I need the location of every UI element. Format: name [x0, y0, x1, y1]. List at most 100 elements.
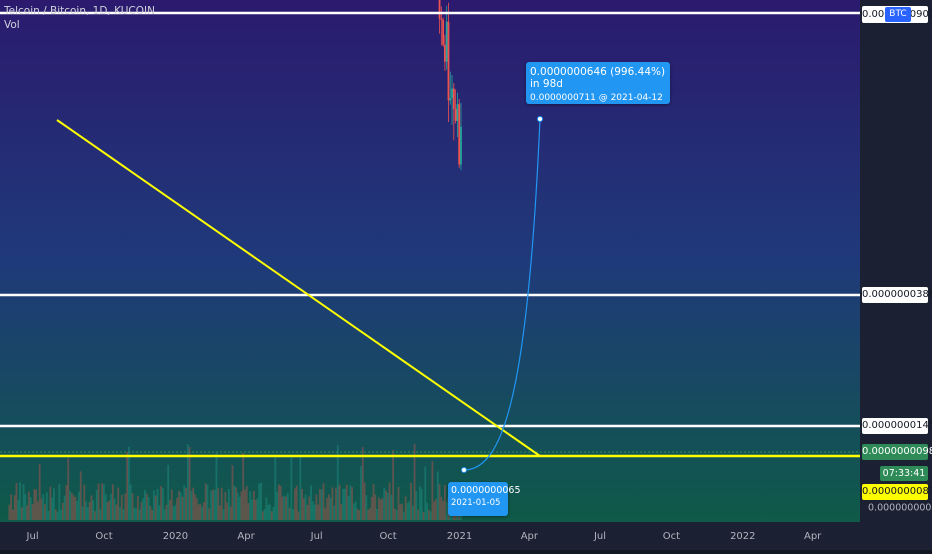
volume-bar: [131, 493, 134, 520]
volume-bar: [156, 489, 159, 520]
projection-end-dot[interactable]: [537, 116, 543, 122]
volume-bar: [236, 492, 239, 520]
volume-bar: [60, 509, 62, 520]
projection-start-dot[interactable]: [461, 467, 467, 473]
volume-bar: [277, 484, 280, 520]
projection-tooltip[interactable]: 0.0000000646 (996.44%) in 98d 0.00000007…: [526, 62, 670, 104]
volume-bar: [33, 489, 36, 520]
volume-bar: [53, 488, 55, 520]
volume-bar: [351, 487, 353, 520]
volume-bar: [233, 485, 236, 520]
volume-bar: [390, 494, 393, 520]
volume-bar: [69, 490, 71, 520]
plot-background: [0, 0, 860, 522]
volume-bar: [360, 465, 362, 520]
volume-bar: [104, 494, 107, 520]
volume-bar: [245, 486, 248, 520]
volume-bar: [270, 511, 273, 520]
volume-bar: [76, 500, 79, 520]
volume-bar: [106, 501, 109, 520]
volume-bar: [394, 508, 396, 520]
volume-bar: [340, 504, 343, 520]
volume-bar: [145, 493, 148, 520]
time-axis: Jul Oct 2020 Apr Jul Oct 2021 Apr Jul Oct 2022 Apr: [26, 531, 823, 542]
volume-bar: [235, 487, 237, 520]
volume-bar: [258, 483, 261, 520]
volume-bar: [367, 509, 370, 520]
candle-body: [445, 21, 448, 62]
volume-bar: [383, 487, 386, 520]
volume-bar: [149, 505, 152, 520]
volume-bar: [35, 489, 37, 520]
volume-bar: [402, 511, 405, 520]
volume-bar: [276, 491, 278, 520]
candle-body: [456, 104, 459, 121]
volume-bar: [170, 489, 173, 520]
volume-bar: [101, 483, 104, 520]
projection-curve[interactable]: [463, 118, 541, 471]
volume-bar: [331, 487, 334, 520]
volume-bar: [260, 482, 262, 520]
volume-bar: [147, 497, 150, 520]
candle-body: [444, 44, 446, 62]
volume-bar: [281, 496, 284, 520]
volume-bar: [267, 504, 270, 520]
volume-bar: [374, 494, 377, 520]
volume-bar: [420, 488, 423, 520]
volume-bar: [79, 471, 82, 520]
volume-bar: [377, 497, 380, 520]
volume-bar: [103, 484, 105, 520]
volume-bar: [290, 457, 293, 520]
volume-bar: [56, 511, 59, 520]
volume-bar: [24, 493, 27, 520]
x-tick-label: Apr: [804, 531, 822, 542]
volume-bar: [411, 505, 414, 520]
volume-bar: [47, 510, 50, 520]
volume-label: Vol: [4, 19, 20, 31]
volume-bar: [240, 491, 243, 520]
volume-bar: [190, 490, 193, 520]
volume-bar: [176, 497, 179, 520]
volume-bar: [11, 509, 14, 520]
volume-bar: [292, 508, 295, 520]
volume-bars: [8, 443, 462, 520]
start-tooltip[interactable]: 0.0000000065 2021-01-05: [448, 482, 521, 516]
volume-bar: [238, 496, 241, 520]
volume-bar: [19, 482, 21, 520]
trendline[interactable]: [56, 119, 541, 457]
volume-bar: [192, 487, 195, 520]
volume-bar: [142, 498, 145, 520]
volume-bar: [174, 505, 177, 520]
volume-bar: [372, 484, 375, 520]
volume-bar: [58, 484, 61, 520]
candle-body: [440, 18, 443, 20]
volume-bar: [315, 494, 318, 520]
volume-bar: [161, 488, 164, 520]
volume-bar: [386, 492, 389, 520]
x-tick-label: Apr: [237, 531, 255, 542]
volume-bar: [220, 487, 223, 520]
currency-badge[interactable]: BTC: [885, 7, 911, 22]
candle-body: [458, 104, 461, 165]
volume-bar: [231, 465, 234, 520]
volume-bar: [226, 502, 229, 520]
volume-bar: [186, 444, 189, 520]
volume-bar: [297, 511, 300, 520]
volume-bar: [94, 511, 96, 520]
start-date: 2021-01-05: [451, 498, 501, 508]
x-tick-label: 2022: [730, 531, 755, 542]
volume-bar: [395, 510, 398, 520]
volume-bar: [63, 495, 66, 520]
volume-bar: [31, 504, 34, 520]
volume-bar: [188, 447, 191, 520]
volume-bar: [165, 504, 168, 520]
volume-bar: [336, 445, 339, 520]
x-tick-label: Oct: [95, 531, 112, 542]
volume-bar: [385, 490, 387, 520]
volume-bar: [15, 482, 18, 520]
volume-bar: [401, 503, 403, 520]
volume-bar: [151, 509, 154, 520]
x-tick-label: Oct: [379, 531, 396, 542]
